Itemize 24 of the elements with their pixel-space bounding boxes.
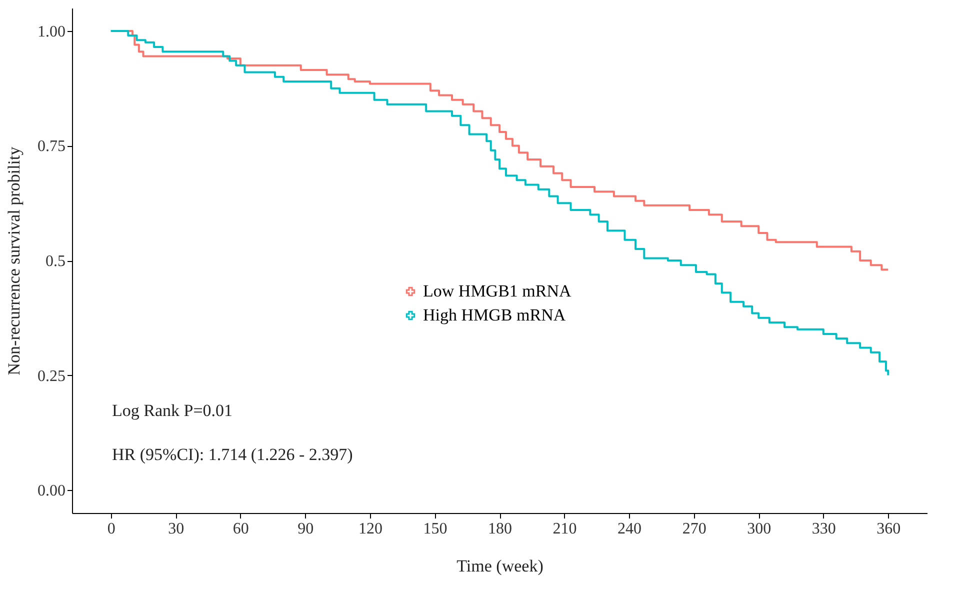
legend-label: Low HMGB1 mRNA	[423, 282, 572, 300]
x-tick-label: 360	[876, 520, 901, 538]
annotation: HR (95%CI): 1.714 (1.226 - 2.397)	[112, 445, 353, 464]
y-tick-label: 0.75	[38, 138, 66, 156]
legend-label: High HMGB mRNA	[423, 306, 566, 324]
x-tick-label: 300	[747, 520, 772, 538]
x-tick-label: 330	[812, 520, 836, 538]
x-tick-label: 120	[358, 520, 382, 538]
x-tick-label: 60	[232, 520, 249, 538]
y-tick-label: 1.00	[38, 23, 66, 40]
annotation: Log Rank P=0.01	[112, 401, 233, 420]
x-tick-label: 30	[168, 520, 184, 538]
x-tick-label: 180	[488, 520, 512, 538]
x-tick-label: 210	[552, 520, 577, 538]
x-tick-label: 90	[298, 520, 314, 538]
y-tick-label: 0.25	[38, 368, 66, 385]
y-tick-label: 0.5	[46, 253, 66, 270]
x-axis-title: Time (week)	[456, 556, 544, 576]
x-tick-label: 150	[423, 520, 448, 538]
x-tick-label: 240	[618, 520, 642, 538]
x-tick-label: 0	[107, 520, 116, 538]
y-axis-title: Non-recurrence survival probility	[4, 146, 24, 376]
x-tick-label: 270	[682, 520, 706, 538]
y-tick-label: 0.00	[38, 482, 66, 500]
